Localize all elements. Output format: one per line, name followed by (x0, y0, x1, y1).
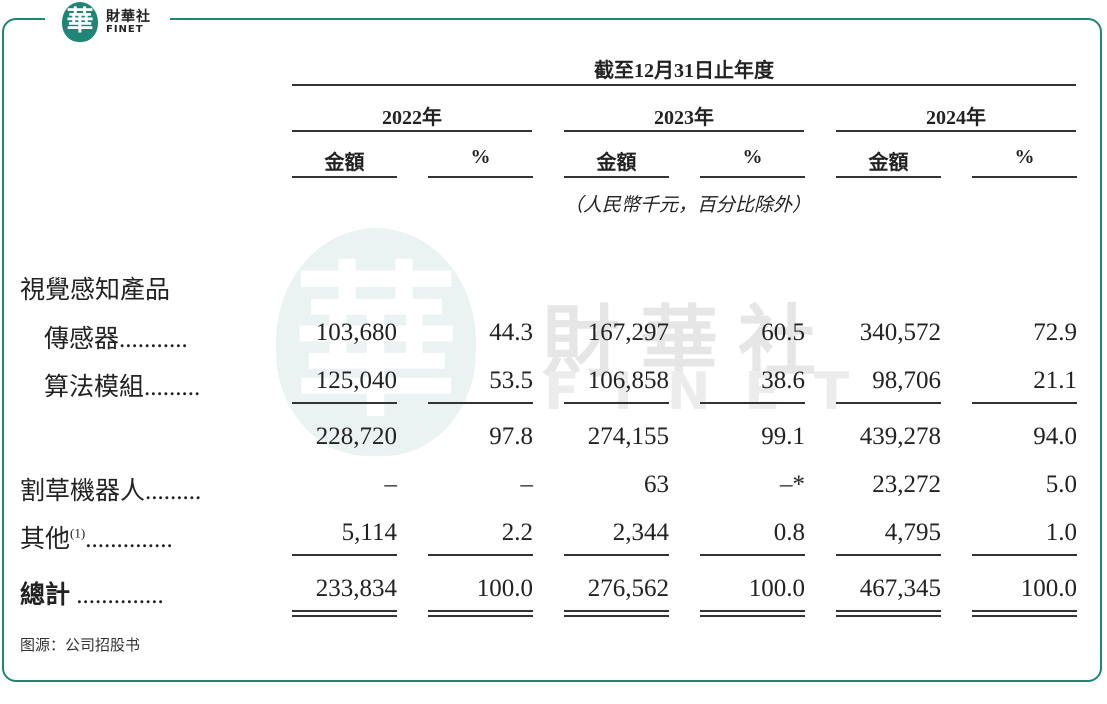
cell: 23,272 (872, 471, 941, 498)
period-header: 截至12月31日止年度 (594, 60, 774, 82)
cell: 60.5 (761, 319, 805, 346)
row-label-total: 總計 .............. (20, 582, 164, 609)
cell: 2.2 (501, 519, 533, 546)
cell: 100.0 (476, 575, 533, 602)
cell: 106,858 (587, 367, 669, 394)
cell: 98,706 (872, 367, 941, 394)
cell: 5,114 (341, 519, 397, 546)
cell: – (384, 471, 398, 498)
logo-name-en: FINET (106, 24, 144, 35)
col-pct: % (742, 146, 763, 168)
unit-note: （人民幣千元，百分比除外） (564, 195, 812, 216)
cell: 439,278 (859, 423, 941, 450)
watermark-badge (276, 228, 476, 456)
watermark-name-en: FINET (544, 362, 884, 422)
header-rule (292, 84, 1076, 86)
cell: 97.8 (489, 423, 533, 450)
cell: –* (780, 471, 805, 498)
col-amount: 金額 (324, 152, 365, 174)
col-rule (836, 176, 941, 178)
cell: 4,795 (884, 519, 941, 546)
col-rule (564, 176, 669, 178)
subtotal-rule (972, 402, 1077, 404)
col-rule (700, 176, 805, 178)
total-rule (700, 554, 805, 556)
double-rule (972, 610, 1077, 612)
cell: 103,680 (315, 319, 397, 346)
col-pct: % (1014, 146, 1035, 168)
year-2023: 2023年 (654, 107, 714, 129)
year-rule (292, 130, 532, 132)
cell: 2,344 (612, 519, 669, 546)
subtotal-rule (700, 402, 805, 404)
row-label: 割草機器人......... (20, 478, 202, 505)
year-2022: 2022年 (382, 107, 442, 129)
double-rule (292, 615, 397, 617)
logo-name-cn: 財華社 (106, 9, 151, 25)
year-2024: 2024年 (926, 107, 986, 129)
year-rule (564, 130, 804, 132)
section-label: 視覺感知產品 (20, 277, 171, 304)
watermark-name-cn: 財華社 (542, 298, 837, 388)
subtotal-rule (428, 402, 533, 404)
cell: 100.0 (1020, 575, 1077, 602)
cell: 167,297 (587, 319, 669, 346)
cell: 228,720 (315, 423, 397, 450)
total-rule (836, 554, 941, 556)
cell: 44.3 (489, 319, 533, 346)
col-amount: 金額 (596, 152, 637, 174)
double-rule (428, 610, 533, 612)
cell: 125,040 (315, 367, 397, 394)
subtotal-rule (292, 402, 397, 404)
cell: 233,834 (315, 575, 397, 602)
col-amount: 金額 (868, 152, 909, 174)
double-rule (564, 615, 669, 617)
double-rule (700, 610, 805, 612)
double-rule (836, 615, 941, 617)
double-rule (700, 615, 805, 617)
cell: 1.0 (1045, 519, 1077, 546)
total-rule (292, 554, 397, 556)
source-caption: 图源：公司招股书 (20, 636, 141, 654)
subtotal-rule (564, 402, 669, 404)
cell: 100.0 (748, 575, 805, 602)
total-rule (972, 554, 1077, 556)
cell: 72.9 (1033, 319, 1077, 346)
cell: 21.1 (1033, 367, 1077, 394)
total-rule (428, 554, 533, 556)
content-frame (2, 18, 1102, 682)
cell: 38.6 (761, 367, 805, 394)
col-rule (428, 176, 533, 178)
cell: 467,345 (859, 575, 941, 602)
double-rule (836, 610, 941, 612)
cell: 276,562 (587, 575, 669, 602)
row-label: 其他(1).............. (20, 525, 173, 553)
cell: 0.8 (773, 519, 805, 546)
cell: 94.0 (1033, 423, 1077, 450)
double-rule (564, 610, 669, 612)
col-rule (292, 176, 397, 178)
cell: 5.0 (1045, 471, 1077, 498)
year-rule (836, 130, 1076, 132)
cell: 99.1 (761, 423, 805, 450)
cell: 53.5 (489, 367, 533, 394)
double-rule (972, 615, 1077, 617)
col-pct: % (470, 146, 491, 168)
footnote-marker: (1) (70, 525, 86, 541)
cell: 274,155 (587, 423, 669, 450)
double-rule (292, 610, 397, 612)
row-label: 算法模組......... (44, 374, 201, 401)
finet-logo-icon: 華 (62, 2, 98, 42)
cell: – (520, 471, 534, 498)
total-rule (564, 554, 669, 556)
col-rule (972, 176, 1077, 178)
cell: 63 (644, 471, 669, 498)
watermark-glyph: 華 (293, 245, 459, 439)
row-label: 傳感器........... (44, 326, 188, 353)
cell: 340,572 (859, 319, 941, 346)
subtotal-rule (836, 402, 941, 404)
double-rule (428, 615, 533, 617)
